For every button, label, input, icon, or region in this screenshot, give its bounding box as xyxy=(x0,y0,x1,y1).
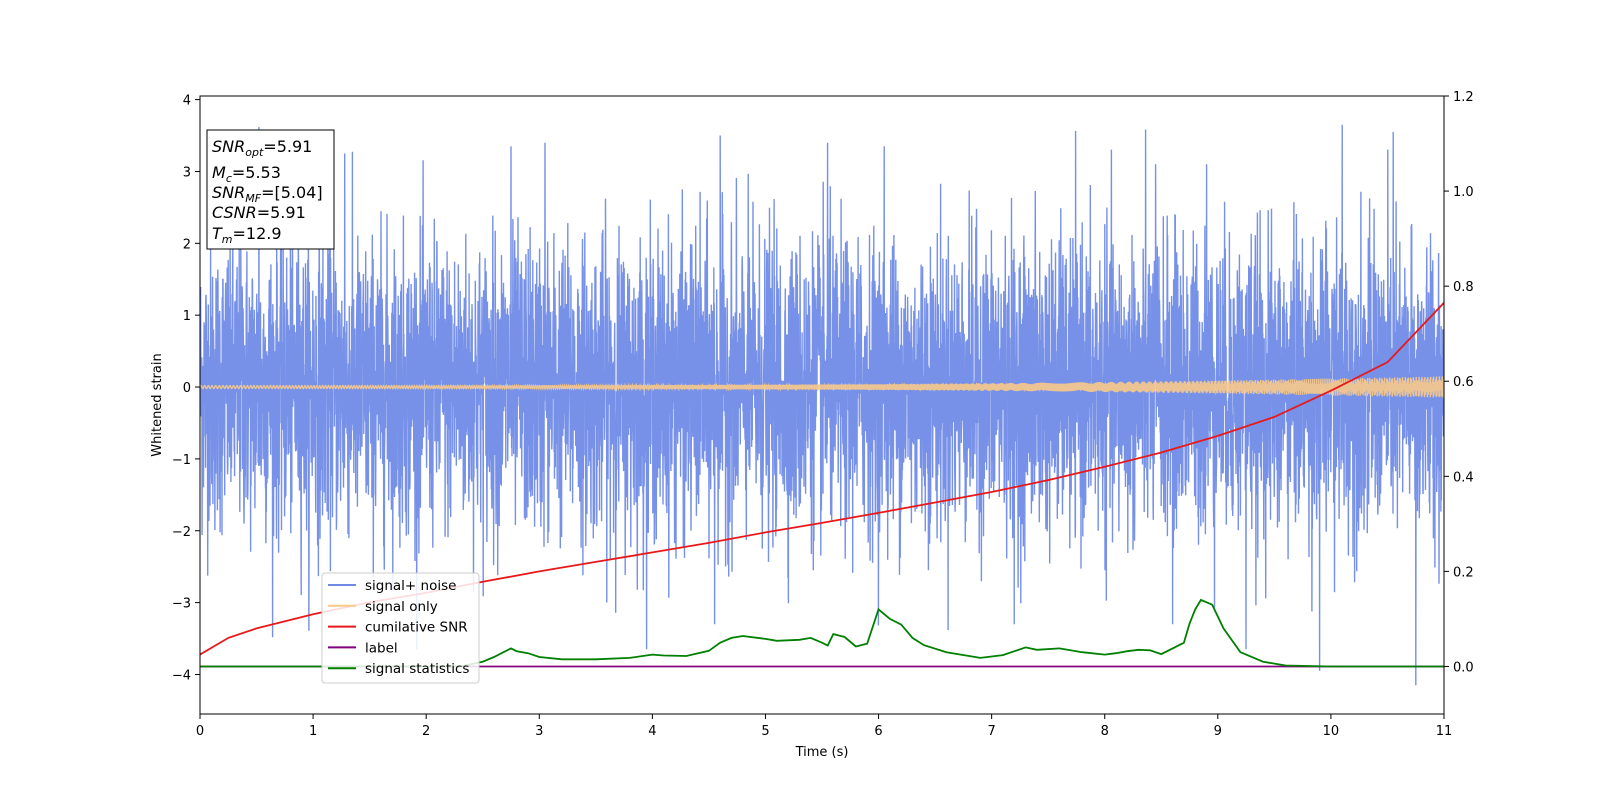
y2-tick-label: 0.0 xyxy=(1453,660,1474,675)
legend-label: label xyxy=(365,640,398,656)
legend-label: signal statistics xyxy=(365,661,469,677)
stat-line: Mc=5.53 xyxy=(212,163,281,185)
x-tick-label: 3 xyxy=(535,724,543,739)
y2-tick-label: 0.4 xyxy=(1453,470,1474,485)
y-tick-label: 0 xyxy=(183,381,191,396)
y-axis-label: Whitened strain xyxy=(150,353,165,456)
legend-label: signal+ noise xyxy=(365,578,456,594)
stats-box-frame xyxy=(206,129,335,250)
x-tick-label: 2 xyxy=(422,724,430,739)
x-tick-label: 1 xyxy=(309,724,317,739)
legend-frame xyxy=(321,572,480,684)
y2-tick-label: 0.8 xyxy=(1453,280,1474,295)
stat-line: SNRMF=[5.04] xyxy=(212,183,323,205)
y-tick-label: 1 xyxy=(183,309,191,324)
x-tick-label: 5 xyxy=(761,724,769,739)
y2-tick-label: 0.2 xyxy=(1453,565,1474,580)
x-tick-label: 7 xyxy=(987,724,995,739)
plot-frame xyxy=(199,95,1445,715)
y2-tick-label: 1.0 xyxy=(1453,185,1474,200)
legend-label: cumilative SNR xyxy=(365,620,468,636)
y-tick-label: −1 xyxy=(172,453,191,468)
y2-tick-label: 1.2 xyxy=(1453,90,1474,105)
legend: signal+ noise signal only cumilative SNR la… xyxy=(321,572,480,684)
y-tick-label: 2 xyxy=(183,237,191,252)
x-tick-label: 6 xyxy=(874,724,882,739)
stat-line: Tm=12.9 xyxy=(212,224,282,246)
series-signal-noise-line xyxy=(200,124,1444,686)
x-tick-label: 10 xyxy=(1323,724,1340,739)
y-axis-right: 0.0 0.2 0.4 0.6 0.8 1.0 1.2 xyxy=(1444,90,1474,675)
series-signal-only-line xyxy=(200,376,1444,398)
y2-tick-label: 0.6 xyxy=(1453,375,1474,390)
series-signal-statistics-line xyxy=(200,598,1444,668)
x-tick-label: 11 xyxy=(1436,724,1453,739)
y-tick-label: −2 xyxy=(172,525,191,540)
stat-line: CSNR=5.91 xyxy=(212,203,306,222)
x-axis-label: Time (s) xyxy=(795,745,849,760)
y-tick-label: 4 xyxy=(183,94,191,109)
legend-label: signal only xyxy=(365,599,438,615)
x-tick-label: 8 xyxy=(1101,724,1109,739)
stat-line: SNRopt=5.91 xyxy=(212,137,312,159)
x-tick-label: 9 xyxy=(1214,724,1222,739)
x-axis: 0 1 2 3 4 5 6 7 8 9 10 11 xyxy=(196,714,1452,739)
y-tick-label: −3 xyxy=(172,597,191,612)
y-tick-label: 3 xyxy=(183,165,191,180)
y-axis-left: −4 −3 −2 −1 0 1 2 3 4 xyxy=(172,94,200,683)
x-tick-label: 4 xyxy=(648,724,656,739)
x-tick-label: 0 xyxy=(196,724,204,739)
y-tick-label: −4 xyxy=(172,668,191,683)
